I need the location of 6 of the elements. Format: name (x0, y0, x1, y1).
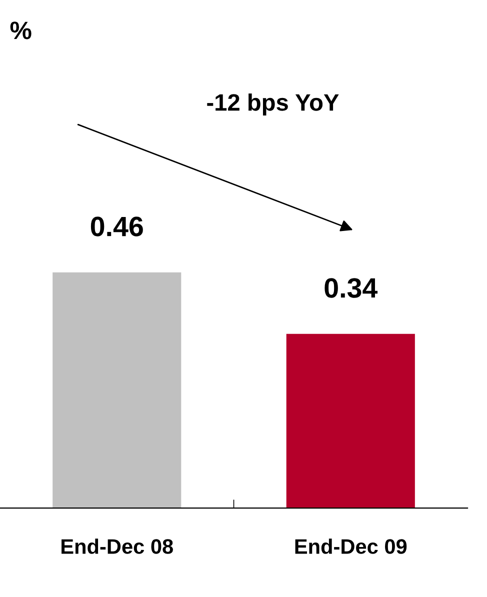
chart-title: % (10, 22, 32, 40)
data-label: 0.34 (324, 278, 378, 298)
x-tick-label: End-Dec 08 (62, 538, 173, 554)
text: -12 bps YoY (207, 93, 339, 116)
x-tick-label: End-Dec 09 (295, 538, 407, 554)
data-label: 0.46 (90, 216, 143, 236)
